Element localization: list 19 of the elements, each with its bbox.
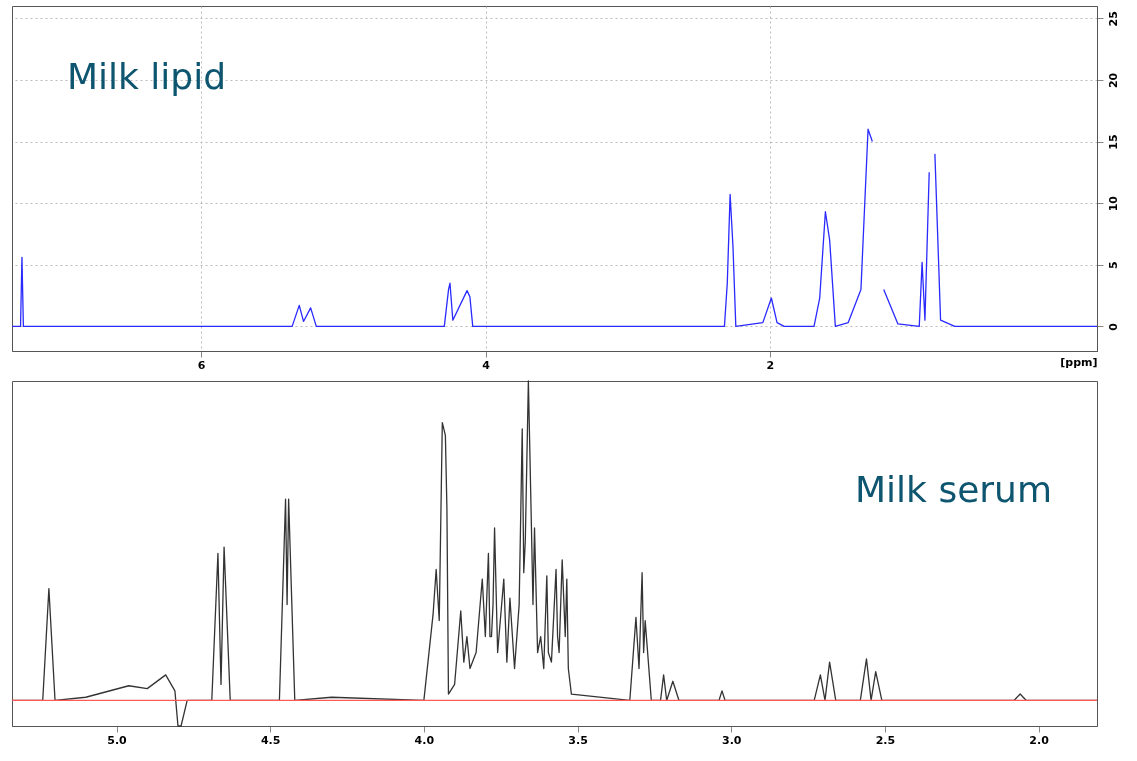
x-tick-label: 5.0 [107, 733, 128, 747]
x-tick-label: 3.5 [568, 733, 588, 747]
text: Milk lipid [67, 56, 227, 97]
text: Milk serum [855, 469, 1052, 510]
x-tick-label: 2 [766, 358, 775, 372]
x-tick-label: 4.5 [260, 733, 281, 747]
y-tick-label: 25 [1106, 11, 1120, 27]
x-tick-label: 6 [197, 358, 206, 372]
x-tick-label: 4.0 [414, 733, 435, 747]
y-tick-label: 0 [1106, 322, 1120, 331]
y-tick-label: 20 [1106, 72, 1120, 89]
x-tick-label: 2.5 [875, 733, 896, 747]
x-tick-label: 3.0 [721, 733, 742, 747]
x-tick-label: 2.0 [1029, 733, 1050, 747]
x-tick-label: 4 [482, 358, 491, 372]
y-tick-label: 15 [1106, 134, 1120, 150]
x-axis-title: [ppm] [1060, 355, 1098, 369]
y-tick-label: 10 [1106, 195, 1120, 212]
y-tick-label: 5 [1106, 261, 1120, 270]
